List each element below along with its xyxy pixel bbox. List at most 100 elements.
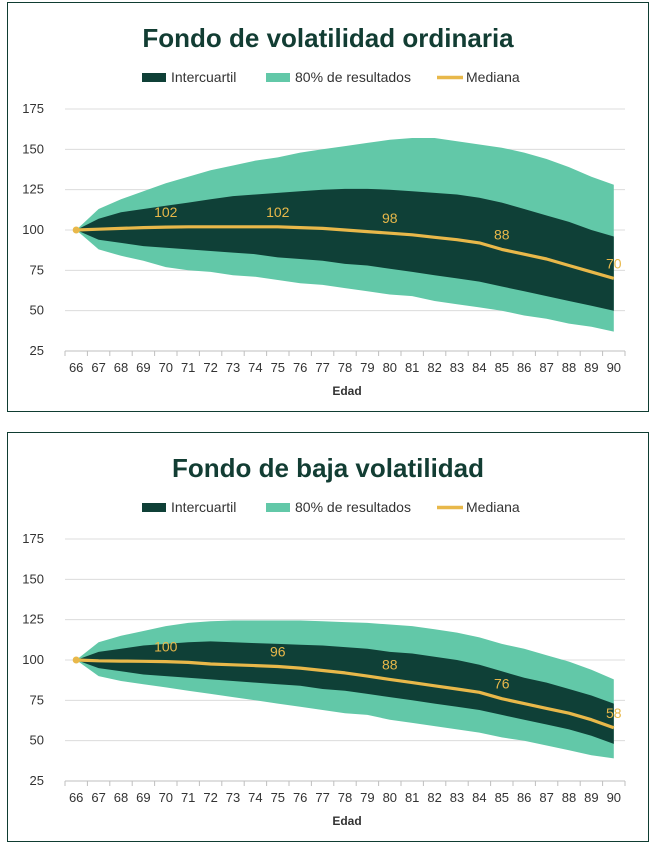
x-axis-title: Edad: [332, 814, 361, 828]
legend: Intercuartil 80% de resultados Mediana: [142, 499, 520, 515]
x-tick-label: 74: [248, 360, 262, 375]
legend-label-1: Intercuartil: [171, 499, 236, 515]
x-tick-label: 80: [383, 790, 397, 805]
x-axis-title: Edad: [332, 384, 361, 398]
x-tick-label: 89: [584, 360, 598, 375]
x-tick-label: 90: [607, 360, 621, 375]
x-tick-label: 79: [360, 790, 374, 805]
x-tick-label: 81: [405, 360, 419, 375]
x-tick-label: 80: [383, 360, 397, 375]
x-tick-label: 85: [495, 790, 509, 805]
x-tick-label: 77: [315, 360, 329, 375]
x-tick-label: 66: [69, 360, 83, 375]
y-tick-label: 75: [30, 262, 44, 277]
data-label: 76: [494, 676, 510, 692]
legend-label-3: Mediana: [466, 499, 520, 515]
data-labels: 100 96 88 76 58: [154, 639, 622, 721]
y-tick-label: 150: [22, 141, 44, 156]
data-label: 70: [606, 255, 622, 271]
band-interquartile: [76, 188, 614, 311]
y-tick-label: 175: [22, 101, 44, 116]
y-tick-label: 125: [22, 612, 44, 627]
x-tick-label: 84: [472, 790, 486, 805]
y-tick-label: 50: [30, 733, 44, 748]
data-label: 88: [494, 226, 510, 242]
y-tick-label: 100: [22, 222, 44, 237]
x-tick-label: 75: [271, 360, 285, 375]
y-tick-label: 25: [30, 773, 44, 788]
x-axis: 66 67 68 69 70 71 72 73 74 75 76 77 78 79 80 81 82 83 84 85…: [64, 780, 626, 828]
data-label: 88: [382, 656, 398, 672]
median-start-point: [72, 226, 80, 234]
chart-panel-ordinaria: Fondo de volatilidad ordinaria Intercuar…: [7, 2, 649, 412]
x-tick-label: 72: [203, 790, 217, 805]
x-tick-label: 74: [248, 790, 262, 805]
data-label: 100: [154, 639, 178, 655]
x-tick-label: 77: [315, 790, 329, 805]
x-tick-label: 69: [136, 360, 150, 375]
x-tick-label: 70: [159, 360, 173, 375]
chart-title: Fondo de volatilidad ordinaria: [142, 23, 514, 53]
x-tick-label: 75: [271, 790, 285, 805]
x-tick-label: 89: [584, 790, 598, 805]
x-tick-label: 82: [427, 360, 441, 375]
x-tick-label: 70: [159, 790, 173, 805]
median-line: [76, 225, 615, 280]
y-tick-label: 25: [30, 343, 44, 358]
x-tick-label: 67: [91, 790, 105, 805]
x-tick-label: 76: [293, 790, 307, 805]
x-tick-label: 90: [607, 790, 621, 805]
legend: Intercuartil 80% de resultados Mediana: [142, 69, 520, 85]
y-tick-label: 75: [30, 692, 44, 707]
y-tick-label: 50: [30, 303, 44, 318]
x-tick-label: 86: [517, 360, 531, 375]
x-tick-label: 73: [226, 360, 240, 375]
legend-swatch-2: [266, 503, 290, 512]
x-tick-label: 84: [472, 360, 486, 375]
x-tick-label: 71: [181, 790, 195, 805]
chart-panel-baja: Fondo de baja volatilidad Intercuartil 80…: [7, 432, 649, 842]
y-tick-label: 125: [22, 182, 44, 197]
x-tick-label: 85: [495, 360, 509, 375]
chart-title: Fondo de baja volatilidad: [172, 453, 484, 483]
x-tick-label: 88: [562, 790, 576, 805]
legend-label-1: Intercuartil: [171, 69, 236, 85]
x-tick-label: 76: [293, 360, 307, 375]
x-tick-label: 81: [405, 790, 419, 805]
x-tick-label: 79: [360, 360, 374, 375]
data-label: 102: [154, 204, 178, 220]
x-tick-label: 71: [181, 360, 195, 375]
x-tick-label: 88: [562, 360, 576, 375]
x-tick-label: 72: [203, 360, 217, 375]
legend-swatch-2: [266, 73, 290, 82]
x-tick-label: 83: [450, 790, 464, 805]
x-tick-label: 78: [338, 790, 352, 805]
chart-ordinaria: Fondo de volatilidad ordinaria Intercuar…: [22, 23, 626, 398]
data-label: 58: [606, 705, 622, 721]
y-tick-label: 150: [22, 571, 44, 586]
legend-swatch-1: [142, 503, 166, 512]
legend-label-2: 80% de resultados: [295, 69, 411, 85]
median-start-point: [72, 656, 80, 664]
x-tick-label: 87: [539, 790, 553, 805]
legend-swatch-1: [142, 73, 166, 82]
x-tick-label: 87: [539, 360, 553, 375]
x-tick-label: 73: [226, 790, 240, 805]
x-tick-label: 78: [338, 360, 352, 375]
data-label: 96: [270, 643, 286, 659]
data-label: 98: [382, 210, 398, 226]
x-tick-label: 86: [517, 790, 531, 805]
data-labels: 102 102 98 88 70: [154, 204, 622, 272]
y-tick-label: 100: [22, 652, 44, 667]
legend-label-3: Mediana: [466, 69, 520, 85]
legend-label-2: 80% de resultados: [295, 499, 411, 515]
x-tick-label: 68: [114, 360, 128, 375]
y-tick-label: 175: [22, 531, 44, 546]
band-interquartile: [76, 641, 614, 744]
x-tick-label: 82: [427, 790, 441, 805]
x-tick-label: 83: [450, 360, 464, 375]
x-tick-label: 68: [114, 790, 128, 805]
median-line: [76, 658, 615, 730]
data-label: 102: [266, 204, 290, 220]
chart-baja: Fondo de baja volatilidad Intercuartil 80…: [22, 453, 626, 828]
